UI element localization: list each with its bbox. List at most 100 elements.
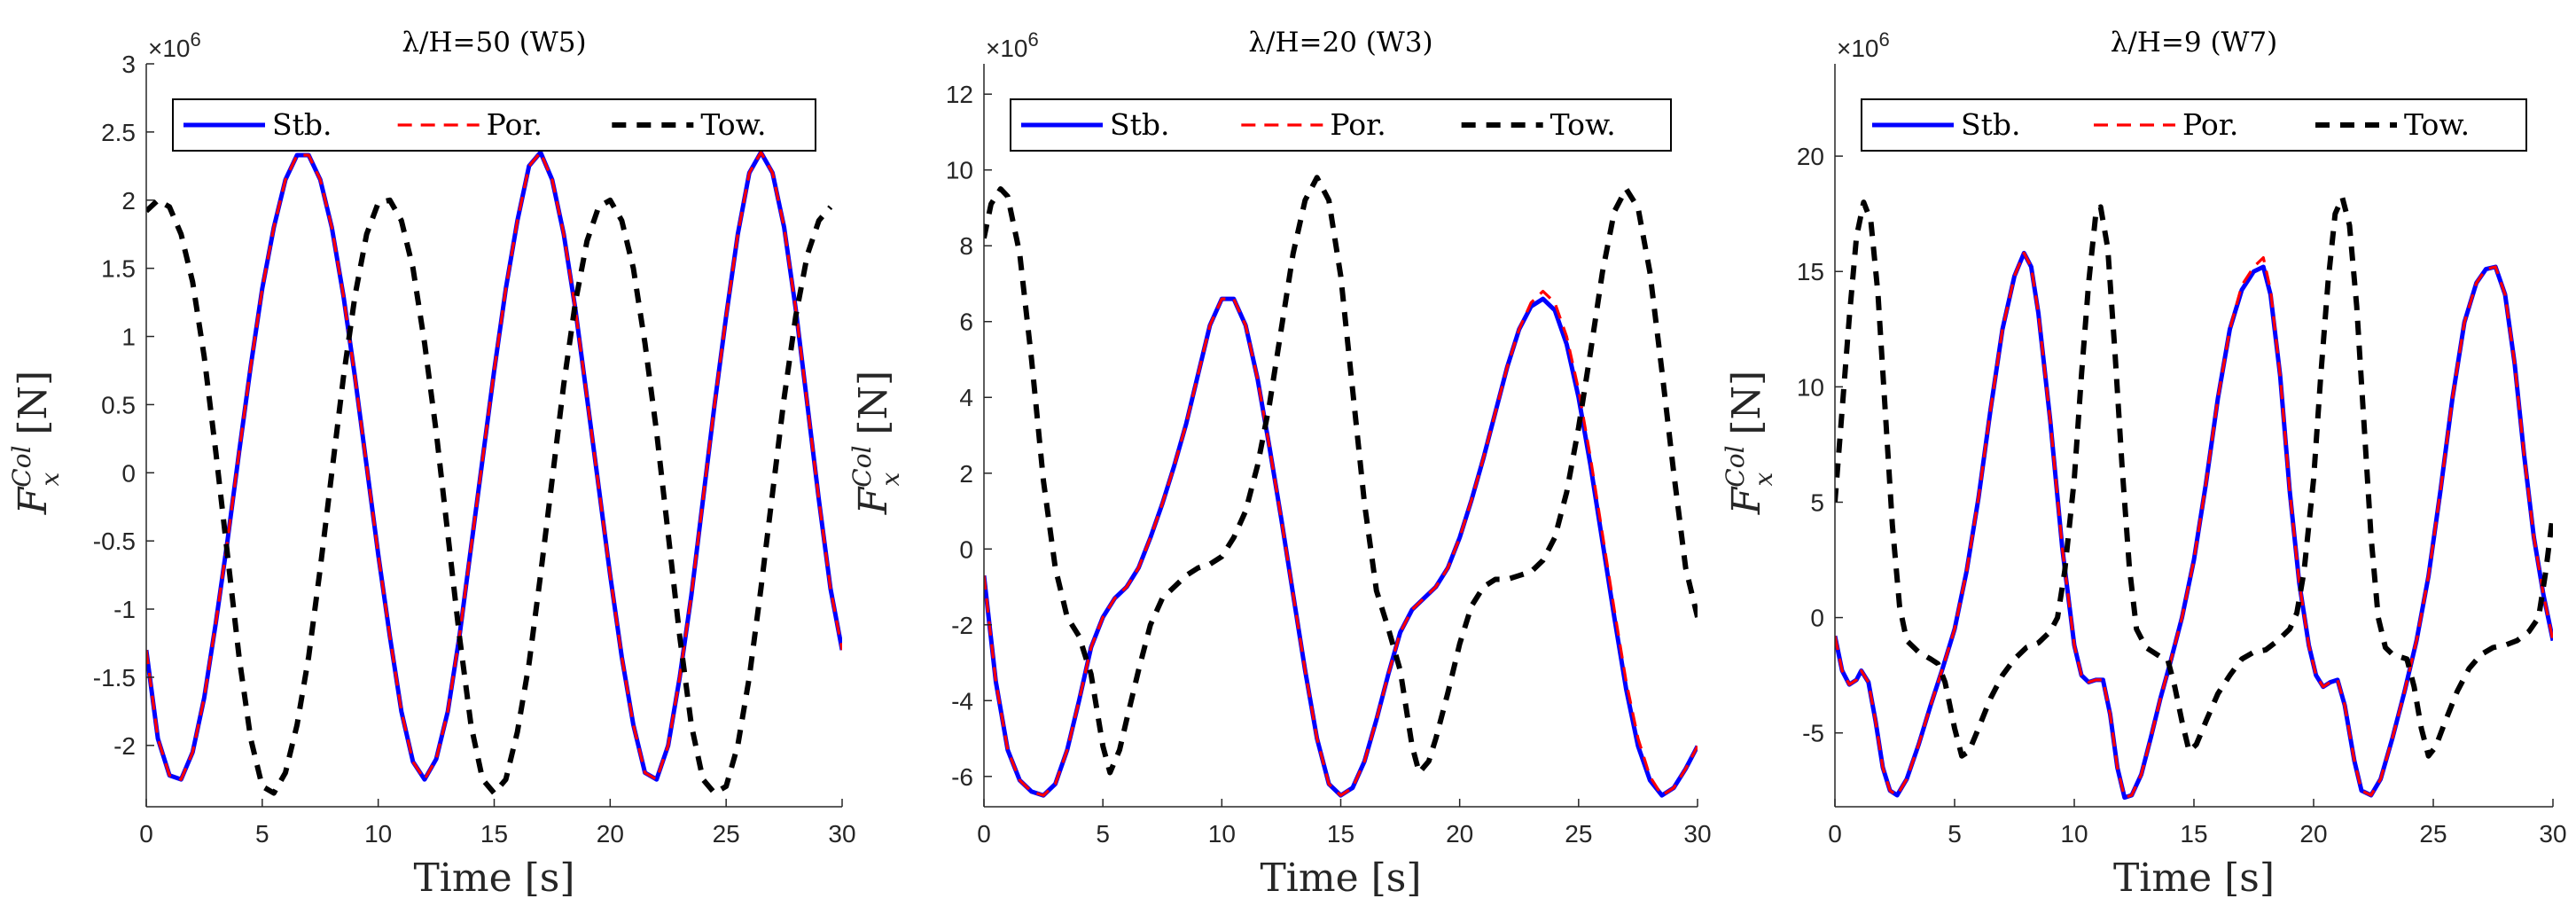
x-tick-label: 5 xyxy=(1096,820,1110,848)
x-tick-label: 5 xyxy=(255,820,269,848)
y-tick-label: 4 xyxy=(959,384,973,411)
y-multiplier-exponent: 6 xyxy=(1028,28,1039,51)
y-tick-label: 8 xyxy=(959,232,973,260)
y-label-symbol: F xyxy=(11,486,56,515)
x-tick-label: 25 xyxy=(713,820,740,848)
y-tick-label: -1 xyxy=(113,596,136,623)
y-label-symbol: F xyxy=(851,486,896,515)
y-tick-label: -2 xyxy=(113,732,136,760)
y-label-superscript: Col xyxy=(847,445,877,487)
series-line-por xyxy=(984,289,1698,797)
series-group xyxy=(1835,194,2553,801)
y-tick-label: 10 xyxy=(946,157,973,184)
x-tick-label: 30 xyxy=(1683,820,1711,848)
x-tick-label: 0 xyxy=(977,820,991,848)
y-tick-label: -1.5 xyxy=(93,664,136,692)
series-line-tow xyxy=(146,197,833,796)
y-axis-label: FColx [N] xyxy=(847,371,905,515)
y-tick-label: -2 xyxy=(951,612,973,639)
x-axis-label: Time [s] xyxy=(1260,856,1421,901)
series-line-por xyxy=(146,151,842,781)
y-label-unit: [N] xyxy=(1724,371,1769,435)
y-tick-label: 3 xyxy=(121,51,136,78)
y-tick-label: 0 xyxy=(1810,605,1824,632)
y-tick-label: 6 xyxy=(959,309,973,336)
y-axis-label: FColx [N] xyxy=(1721,371,1778,515)
y-multiplier-exponent: 6 xyxy=(1879,28,1890,51)
x-tick-label: 30 xyxy=(2539,820,2566,848)
y-multiplier: ×106 xyxy=(986,28,1039,62)
x-tick-label: 15 xyxy=(480,820,508,848)
legend-label: Stb. xyxy=(1110,107,1169,142)
y-tick-label: 1.5 xyxy=(101,255,136,283)
y-tick-label: 2 xyxy=(959,460,973,488)
chart-title: λ/H=50 (W5) xyxy=(402,27,586,59)
series-group xyxy=(984,175,1698,798)
x-tick-label: 30 xyxy=(828,820,855,848)
legend-label: Stb. xyxy=(1961,107,2020,142)
legend-label: Tow. xyxy=(700,107,766,142)
y-label-subscript: x xyxy=(1749,472,1778,486)
x-tick-label: 10 xyxy=(364,820,392,848)
series-line-por xyxy=(1835,251,2553,800)
y-tick-label: 2 xyxy=(121,187,136,215)
x-axis-label: Time [s] xyxy=(413,856,574,901)
x-axis-label: Time [s] xyxy=(2113,856,2275,901)
x-tick-label: 15 xyxy=(2180,820,2207,848)
series-group xyxy=(146,150,842,796)
y-tick-label: 2.5 xyxy=(101,119,136,146)
y-tick-label: -6 xyxy=(951,763,973,791)
chart-title: λ/H=9 (W7) xyxy=(2111,27,2277,59)
x-tick-label: 20 xyxy=(597,820,624,848)
y-label-subscript: x xyxy=(35,472,65,486)
y-tick-label: 5 xyxy=(1810,488,1824,516)
subplot-3: 0 5 10 15 20 25 30 -5 0 5 10 15 20 ×106 λ/H=9 (W7) Time… xyxy=(1721,27,2567,901)
legend-label: Por. xyxy=(1330,107,1386,142)
y-tick-label: 15 xyxy=(1797,258,1824,285)
y-multiplier: ×106 xyxy=(1837,28,1890,62)
y-multiplier-exponent: 6 xyxy=(191,28,201,51)
y-tick-label: 20 xyxy=(1797,143,1824,170)
y-axis-label: FColx [N] xyxy=(7,371,65,515)
legend-label: Por. xyxy=(2182,107,2238,142)
y-tick-label: 0 xyxy=(959,535,973,563)
subplots: 0 5 10 15 20 25 30-2-1.5-1-0.500.511.522.53×10… xyxy=(7,27,2567,901)
legend: Stb. Por. Tow. xyxy=(1861,98,2527,152)
y-label-unit: [N] xyxy=(851,371,896,435)
legend: Stb. Por. Tow. xyxy=(1010,98,1672,152)
y-tick-label: 1 xyxy=(121,324,136,351)
legend-box xyxy=(1861,98,2527,152)
y-label-unit: [N] xyxy=(11,371,56,435)
series-line-tow xyxy=(1835,194,2553,759)
y-multiplier-base: ×10 xyxy=(1837,35,1879,62)
x-tick-label: 0 xyxy=(139,820,153,848)
y-tick-label: -5 xyxy=(1802,720,1824,747)
x-tick-label: 5 xyxy=(1948,820,1962,848)
x-tick-label: 20 xyxy=(2299,820,2327,848)
x-tick-label: 0 xyxy=(1828,820,1842,848)
chart-title: λ/H=20 (W3) xyxy=(1248,27,1432,59)
y-tick-label: -4 xyxy=(951,687,973,715)
legend-label: Stb. xyxy=(272,107,332,142)
x-tick-label: 25 xyxy=(1565,820,1592,848)
y-tick-label: 0 xyxy=(121,459,136,487)
x-tick-label: 10 xyxy=(2060,820,2088,848)
y-tick-label: -0.5 xyxy=(93,527,136,555)
legend-box xyxy=(1010,98,1672,152)
y-multiplier-base: ×10 xyxy=(986,35,1028,62)
legend-box xyxy=(172,98,816,152)
legend-label: Por. xyxy=(487,107,543,142)
y-label-symbol: F xyxy=(1724,486,1769,515)
y-label-superscript: Col xyxy=(1721,445,1750,487)
legend: Stb. Por. Tow. xyxy=(172,98,816,152)
y-multiplier-base: ×10 xyxy=(148,35,191,62)
legend-label: Tow. xyxy=(2404,107,2470,142)
y-label-superscript: Col xyxy=(7,445,36,487)
x-tick-label: 15 xyxy=(1327,820,1354,848)
x-tick-label: 10 xyxy=(1208,820,1236,848)
y-label-subscript: x xyxy=(876,472,905,486)
y-tick-label: 0.5 xyxy=(101,391,136,418)
x-tick-label: 20 xyxy=(1446,820,1473,848)
subplot-1: 0 5 10 15 20 25 30 -2 -1.5 -1 -0.5 0 0.5 1 1.5 2 2.5 3 ×10… xyxy=(7,27,856,901)
